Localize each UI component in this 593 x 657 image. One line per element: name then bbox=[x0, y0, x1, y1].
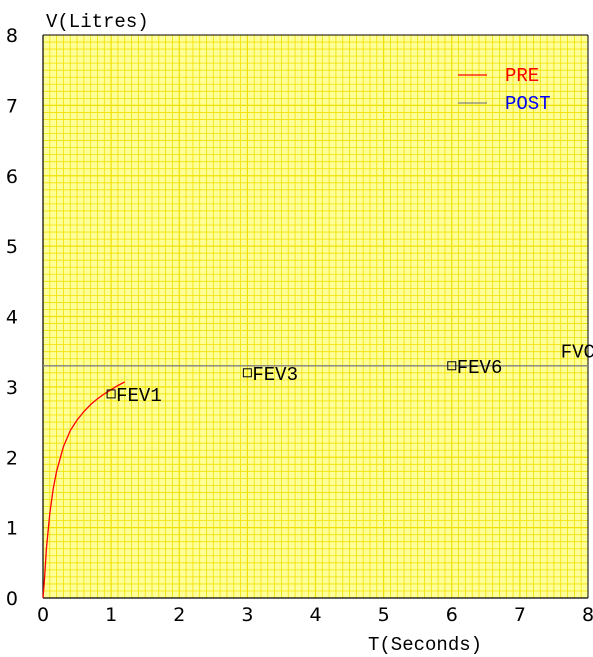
y-tick-label: 2 bbox=[6, 447, 18, 469]
x-tick-label: 7 bbox=[514, 604, 526, 626]
x-tick-label: 2 bbox=[173, 604, 185, 626]
y-tick-label: 3 bbox=[6, 377, 18, 399]
fev-markers: FEV1 FEV3 FEV6 bbox=[106, 357, 503, 407]
y-tick-label: 8 bbox=[6, 25, 18, 47]
x-tick-label: 1 bbox=[105, 604, 117, 626]
x-tick-label: 4 bbox=[309, 604, 321, 626]
legend-label-post: POST bbox=[505, 93, 551, 115]
x-tick-label: 5 bbox=[378, 604, 390, 626]
y-tick-label: 5 bbox=[6, 236, 18, 258]
marker-label-fev6: FEV6 bbox=[457, 357, 503, 379]
y-tick-labels: 0 1 2 3 4 5 6 7 8 bbox=[6, 25, 18, 610]
marker-box-fev1 bbox=[106, 389, 116, 399]
annotations: FVC bbox=[561, 341, 593, 363]
marker-box-fev3 bbox=[242, 368, 252, 378]
axes bbox=[42, 34, 589, 599]
y-axis-label: V(Litres) bbox=[46, 11, 149, 33]
series-line-pre bbox=[42, 381, 126, 599]
x-tick-label: 8 bbox=[582, 604, 593, 626]
annotation-fvc: FVC bbox=[561, 341, 593, 363]
grid-major bbox=[43, 35, 588, 598]
marker-label-fev1: FEV1 bbox=[116, 385, 162, 407]
y-tick-label: 1 bbox=[6, 518, 18, 540]
x-tick-labels: 0 1 2 3 4 5 6 7 8 bbox=[37, 604, 593, 626]
legend: PRE POST bbox=[458, 65, 551, 115]
x-tick-label: 0 bbox=[37, 604, 49, 626]
x-axis-label: T(Seconds) bbox=[368, 634, 482, 656]
marker-box-fev6 bbox=[447, 361, 457, 371]
x-tick-label: 3 bbox=[241, 604, 253, 626]
y-tick-label: 4 bbox=[6, 307, 18, 329]
y-tick-label: 7 bbox=[6, 95, 18, 117]
legend-label-pre: PRE bbox=[505, 65, 539, 87]
series-lines bbox=[42, 365, 588, 599]
y-tick-label: 0 bbox=[6, 588, 18, 610]
y-tick-label: 6 bbox=[6, 166, 18, 188]
marker-label-fev3: FEV3 bbox=[252, 364, 298, 386]
x-tick-label: 6 bbox=[446, 604, 458, 626]
